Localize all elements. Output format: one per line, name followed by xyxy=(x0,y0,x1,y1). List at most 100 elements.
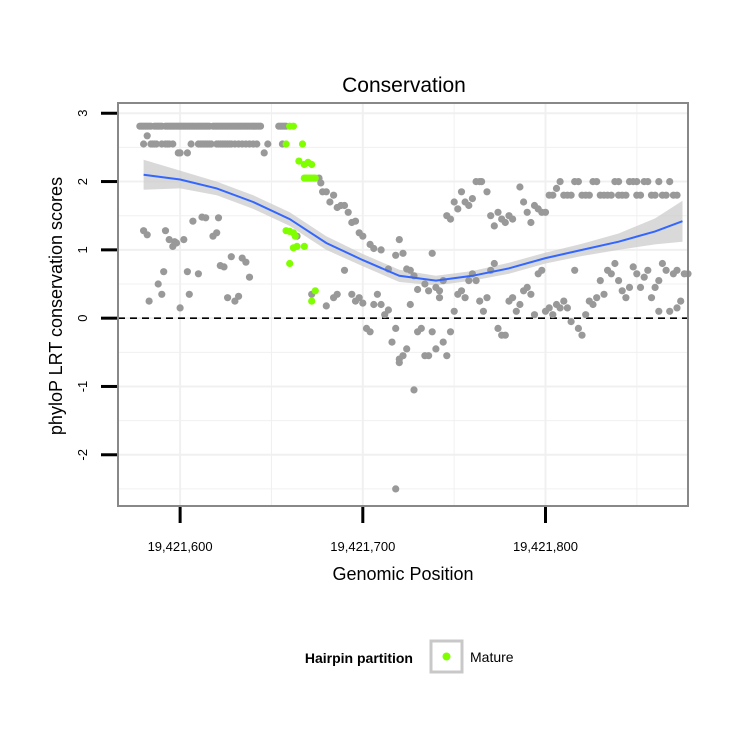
data-point xyxy=(640,273,648,281)
data-point xyxy=(666,307,674,315)
data-point xyxy=(446,215,455,223)
mature-points xyxy=(282,122,319,305)
data-point xyxy=(403,345,411,353)
data-point xyxy=(611,259,619,268)
data-point xyxy=(541,208,550,216)
data-point xyxy=(527,290,535,298)
mature-data-point xyxy=(298,140,307,148)
mature-data-point xyxy=(289,122,297,130)
data-point xyxy=(574,178,583,186)
data-point xyxy=(176,304,184,312)
data-point xyxy=(189,217,197,225)
data-point xyxy=(333,290,341,298)
data-point xyxy=(213,229,221,237)
panel-border xyxy=(117,102,689,507)
x-tick-label: 19,421,700 xyxy=(330,539,395,554)
mature-data-point xyxy=(308,160,316,169)
data-point xyxy=(574,324,583,332)
data-point xyxy=(143,132,151,140)
data-point xyxy=(655,178,663,186)
mature-data-point xyxy=(311,287,319,295)
data-point xyxy=(673,304,681,312)
data-point xyxy=(468,195,476,203)
data-point xyxy=(465,201,473,210)
data-point xyxy=(494,208,502,216)
y-axis: -2 -1 0 1 2 3 xyxy=(75,110,117,461)
data-point xyxy=(242,258,250,266)
data-point xyxy=(425,352,433,360)
data-point xyxy=(472,277,480,285)
legend-label-mature: Mature xyxy=(470,649,514,665)
data-point xyxy=(578,331,586,339)
data-point xyxy=(567,318,575,326)
data-point xyxy=(260,149,268,157)
data-point xyxy=(615,178,623,186)
data-point xyxy=(235,292,243,300)
data-point xyxy=(152,140,160,148)
data-point xyxy=(395,236,403,244)
data-point xyxy=(461,294,469,302)
data-point xyxy=(435,294,444,302)
data-point xyxy=(501,331,509,339)
trend-line xyxy=(143,173,683,282)
data-point xyxy=(202,214,210,222)
data-point xyxy=(432,345,440,353)
data-point xyxy=(478,178,486,186)
data-point xyxy=(384,306,392,314)
y-axis-title: phyloP LRT conservation scores xyxy=(46,177,66,435)
y-tick-label: -1 xyxy=(75,381,90,393)
data-point xyxy=(600,290,608,298)
data-point xyxy=(185,290,193,298)
mature-data-point xyxy=(286,259,294,268)
data-point xyxy=(673,191,681,199)
data-point xyxy=(176,149,184,157)
data-point xyxy=(494,324,502,332)
data-point xyxy=(187,140,195,148)
data-point xyxy=(450,307,458,315)
data-point xyxy=(428,328,436,336)
data-point xyxy=(264,140,272,148)
data-point xyxy=(344,208,352,216)
data-point xyxy=(508,215,517,223)
data-point xyxy=(622,294,630,302)
data-point xyxy=(439,338,447,346)
data-point xyxy=(556,304,564,312)
data-point xyxy=(399,249,407,257)
data-point xyxy=(589,300,597,309)
data-point xyxy=(457,287,466,295)
data-point xyxy=(552,184,561,192)
y-tick-label: 1 xyxy=(75,246,90,253)
data-point xyxy=(245,273,254,281)
data-point xyxy=(644,178,652,186)
mature-data-point xyxy=(295,157,303,165)
data-point xyxy=(483,294,491,302)
confidence-band-area xyxy=(143,159,683,286)
legend-title: Hairpin partition xyxy=(305,650,413,666)
data-point xyxy=(501,218,509,227)
data-point xyxy=(435,287,444,295)
data-point xyxy=(571,266,579,274)
data-point xyxy=(410,386,418,394)
data-point xyxy=(399,352,407,360)
data-point xyxy=(618,287,626,295)
data-point xyxy=(549,191,557,199)
data-point xyxy=(644,266,652,274)
data-point xyxy=(406,300,414,309)
data-point xyxy=(317,179,325,187)
data-point xyxy=(377,246,385,254)
data-point xyxy=(454,205,462,213)
data-point xyxy=(220,263,228,271)
data-point xyxy=(490,222,498,230)
data-point xyxy=(165,236,173,244)
y-tick-label: 0 xyxy=(75,315,90,322)
data-point xyxy=(256,122,265,130)
data-point xyxy=(549,311,557,319)
data-point xyxy=(615,191,623,199)
mature-data-point xyxy=(291,232,299,240)
data-point xyxy=(563,304,572,312)
data-point xyxy=(567,191,575,199)
data-point xyxy=(607,191,615,199)
data-point xyxy=(158,290,166,298)
data-point xyxy=(651,191,659,199)
